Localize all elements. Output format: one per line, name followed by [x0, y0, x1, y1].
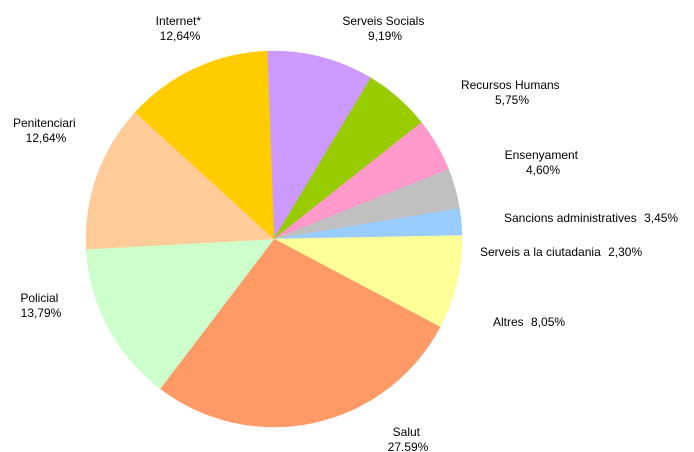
label-policial: Policial 13,79% — [20, 291, 61, 320]
label-salut-name: Salut — [393, 425, 421, 439]
label-serveis-ciutadania-name: Serveis a la ciutadania — [480, 245, 601, 259]
pie-slice-altres — [273, 235, 463, 328]
label-sancions-administratives-name: Sancions administratives — [504, 211, 637, 225]
label-penitenciari-value: 12,64% — [26, 131, 67, 145]
label-serveis-ciutadania: Serveis a la ciutadania 2,30% — [480, 245, 642, 259]
pie-slice-penitenciari — [85, 111, 275, 250]
pie-slice-serveis-socials — [266, 50, 372, 240]
label-ensenyament-value: 4,60% — [526, 163, 560, 177]
label-internet-value: 12,64% — [160, 29, 201, 43]
label-sancions-administratives: Sancions administratives 3,45% — [504, 211, 678, 225]
label-serveis-socials: Serveis Socials 9,19% — [342, 14, 427, 43]
label-altres-value: 8,05% — [531, 315, 565, 329]
label-salut: Salut 27.59% — [388, 425, 429, 452]
label-penitenciari-name: Penitenciari — [13, 116, 76, 130]
label-recursos-humans-value: 5,75% — [495, 93, 529, 107]
label-penitenciari: Penitenciari 12,64% — [13, 116, 79, 145]
label-recursos-humans: Recursos Humans 5,75% — [461, 78, 563, 107]
label-serveis-socials-name: Serveis Socials — [342, 14, 424, 28]
label-policial-name: Policial — [20, 291, 58, 305]
label-ensenyament-name: Ensenyament — [505, 148, 579, 162]
label-serveis-ciutadania-value: 2,30% — [608, 245, 642, 259]
pie-slice-policial — [86, 238, 275, 390]
label-sancions-administratives-value: 3,45% — [644, 211, 678, 225]
label-altres-name: Altres — [493, 315, 524, 329]
label-altres: Altres 8,05% — [493, 315, 565, 329]
label-policial-value: 13,79% — [21, 306, 62, 320]
label-internet: Internet* 12,64% — [156, 14, 205, 43]
label-salut-value: 27.59% — [388, 440, 429, 452]
label-serveis-socials-value: 9,19% — [368, 29, 402, 43]
pie-slice-internet — [134, 50, 275, 240]
label-internet-name: Internet* — [156, 14, 202, 28]
label-ensenyament: Ensenyament 4,60% — [505, 148, 582, 177]
pie-slices — [85, 50, 463, 428]
pie-slice-salut — [159, 238, 441, 428]
label-recursos-humans-name: Recursos Humans — [461, 78, 560, 92]
